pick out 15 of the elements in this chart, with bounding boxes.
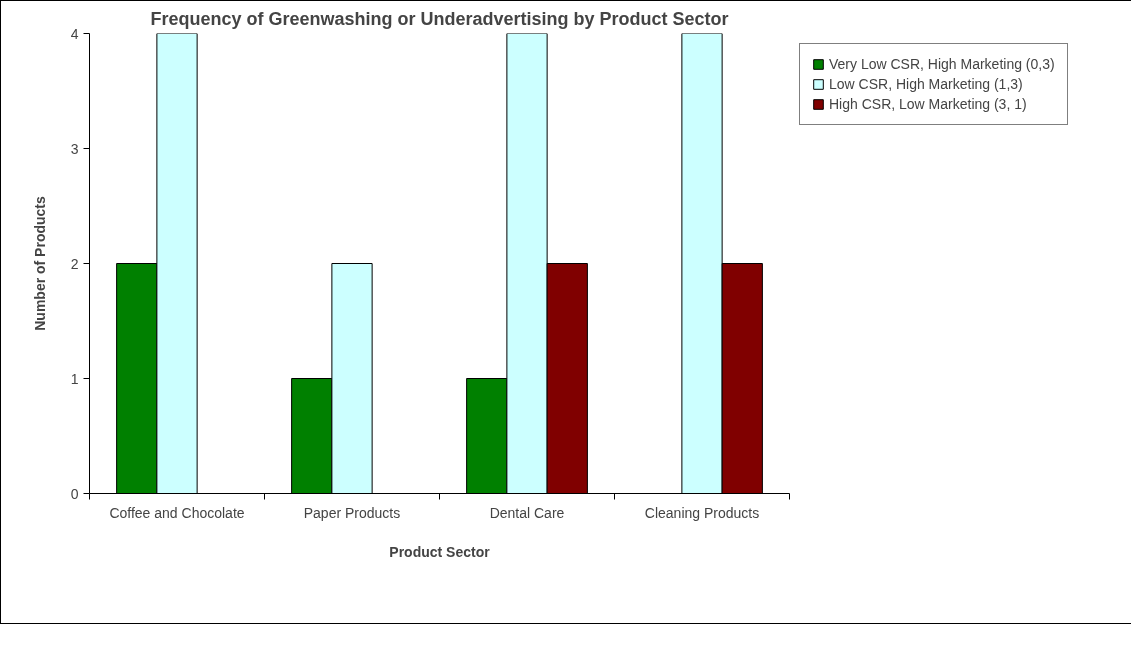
y-tick-label: 2 [70,255,79,272]
x-tick-label: Dental Care [489,504,565,521]
legend-label: High CSR, Low Marketing (3, 1) [829,96,1027,112]
y-tick-label: 4 [70,25,79,42]
legend-label: Very Low CSR, High Marketing (0,3) [829,56,1055,72]
y-tick-label: 1 [70,370,79,387]
legend-label: Low CSR, High Marketing (1,3) [829,76,1023,92]
x-tick-label: Cleaning Products [644,504,760,521]
x-tick-label: Coffee and Chocolate [109,504,245,521]
y-axis-title: Number of Products [31,196,48,331]
chart-title: Frequency of Greenwashing or Underadvertising by Product Sector [150,8,729,29]
y-tick-label: 0 [70,485,79,502]
x-tick-label: Paper Products [303,504,401,521]
x-axis-title: Product Sector [389,543,491,560]
y-tick-label: 3 [70,140,79,157]
